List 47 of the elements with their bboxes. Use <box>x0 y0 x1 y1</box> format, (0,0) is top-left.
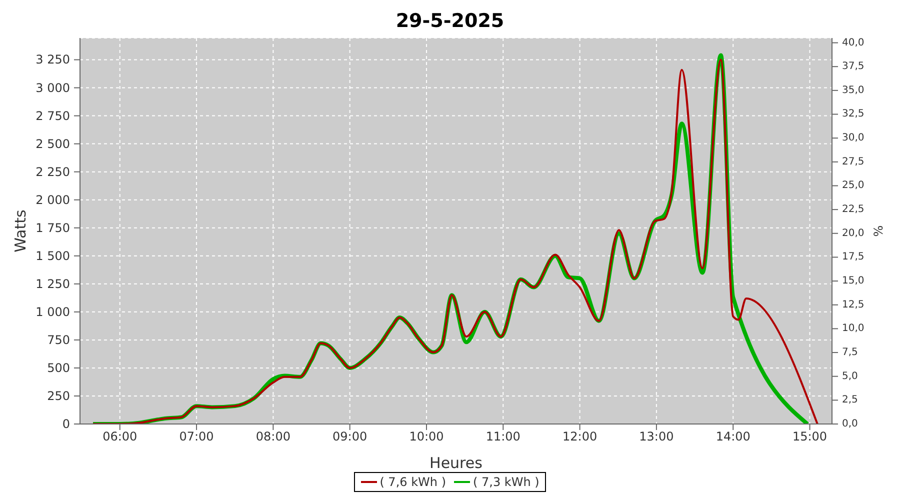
y2-tick-label: 20,0 <box>842 228 864 239</box>
legend-label: ( 7,6 kWh ) <box>380 475 446 489</box>
y-tick-label: 500 <box>47 360 70 375</box>
x-tick-label: 12:00 <box>562 430 598 444</box>
x-tick-label: 10:00 <box>409 430 444 444</box>
y-tick-label: 1 250 <box>36 276 70 291</box>
y2-tick-label: 32,5 <box>842 108 864 120</box>
y2-tick-label: 12,5 <box>842 299 864 310</box>
y2-tick-label: 0,0 <box>842 418 858 430</box>
y-tick-label: 1 750 <box>36 220 70 235</box>
x-tick-label: 06:00 <box>102 430 138 444</box>
y-tick-label: 2 000 <box>36 192 70 207</box>
y2-tick-label: 35,0 <box>842 84 864 96</box>
y-tick-label: 3 000 <box>36 80 70 95</box>
y2-tick-label: 10,0 <box>842 323 864 334</box>
y-tick-label: 0 <box>62 417 70 431</box>
y2-tick-label: 15,0 <box>842 276 864 287</box>
y-tick-label: 2 750 <box>36 108 70 123</box>
y2-tick-label: 2,5 <box>842 394 858 406</box>
x-tick-label: 07:00 <box>179 430 214 444</box>
y-tick-label: 3 250 <box>36 52 70 67</box>
y-tick-label: 250 <box>47 388 70 403</box>
y2-tick-label: 25,0 <box>842 180 864 192</box>
y2-tick-label: 27,5 <box>842 156 864 168</box>
x-tick-label: 14:00 <box>716 430 750 444</box>
y2-tick-label: 5,0 <box>842 370 858 382</box>
y-axis-title: Watts <box>11 210 30 252</box>
y-tick-label: 750 <box>47 332 70 347</box>
legend-label: ( 7,3 kWh ) <box>473 475 540 489</box>
y2-tick-label: 30,0 <box>842 132 864 144</box>
x-tick-label: 09:00 <box>332 430 368 444</box>
y2-axis-title: % <box>871 225 886 237</box>
y-tick-label: 2 250 <box>36 164 70 179</box>
x-tick-label: 11:00 <box>486 430 520 444</box>
x-tick-label: 15:00 <box>792 430 828 444</box>
y-tick-label: 1 000 <box>36 304 70 319</box>
y2-tick-label: 22,5 <box>842 204 864 216</box>
y2-tick-label: 37,5 <box>842 61 864 72</box>
x-tick-label: 13:00 <box>639 430 674 444</box>
y2-tick-label: 7,5 <box>842 347 858 358</box>
x-axis-title: Heures <box>430 454 483 472</box>
y-tick-label: 2 500 <box>36 136 70 151</box>
chart-title: 29-5-2025 <box>394 9 506 34</box>
y-tick-label: 1 500 <box>36 248 70 263</box>
x-tick-label: 08:00 <box>256 430 290 444</box>
y2-tick-label: 40,0 <box>842 37 864 48</box>
y2-tick-label: 17,5 <box>842 252 864 263</box>
